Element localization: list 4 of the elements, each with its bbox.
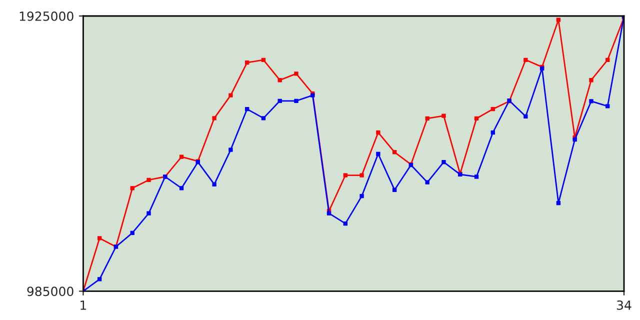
x-tick-label: 34 bbox=[617, 300, 632, 310]
y-tick-label: 985000 bbox=[27, 286, 74, 296]
y-tick-label: 1925000 bbox=[20, 11, 74, 21]
x-tick-label: 1 bbox=[80, 300, 86, 310]
